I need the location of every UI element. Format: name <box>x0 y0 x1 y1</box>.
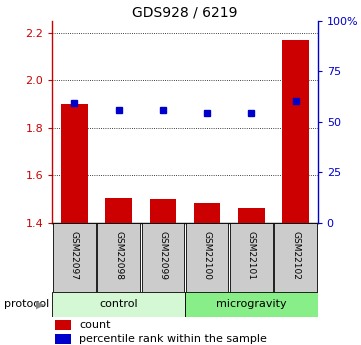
Bar <box>282 40 309 223</box>
Bar <box>274 223 317 292</box>
Bar <box>52 292 185 317</box>
Text: count: count <box>79 320 110 330</box>
Bar <box>185 292 318 317</box>
Bar <box>55 320 71 330</box>
Text: protocol: protocol <box>4 299 49 309</box>
Bar <box>55 334 71 344</box>
Text: GSM22099: GSM22099 <box>158 231 168 280</box>
Text: control: control <box>99 299 138 309</box>
Text: GSM22102: GSM22102 <box>291 231 300 280</box>
Text: ▶: ▶ <box>36 299 45 309</box>
Bar <box>194 203 220 223</box>
Bar <box>53 223 96 292</box>
Text: GSM22097: GSM22097 <box>70 231 79 280</box>
Bar <box>61 104 88 223</box>
Bar <box>97 223 140 292</box>
Text: microgravity: microgravity <box>216 299 287 309</box>
Bar <box>230 223 273 292</box>
Text: GSM22098: GSM22098 <box>114 231 123 280</box>
Bar <box>105 198 132 223</box>
Title: GDS928 / 6219: GDS928 / 6219 <box>132 6 238 20</box>
Text: percentile rank within the sample: percentile rank within the sample <box>79 334 267 344</box>
Text: GSM22101: GSM22101 <box>247 231 256 280</box>
Bar <box>186 223 229 292</box>
Bar <box>238 208 265 223</box>
Text: GSM22100: GSM22100 <box>203 231 212 280</box>
Bar <box>150 199 176 223</box>
Bar <box>142 223 184 292</box>
